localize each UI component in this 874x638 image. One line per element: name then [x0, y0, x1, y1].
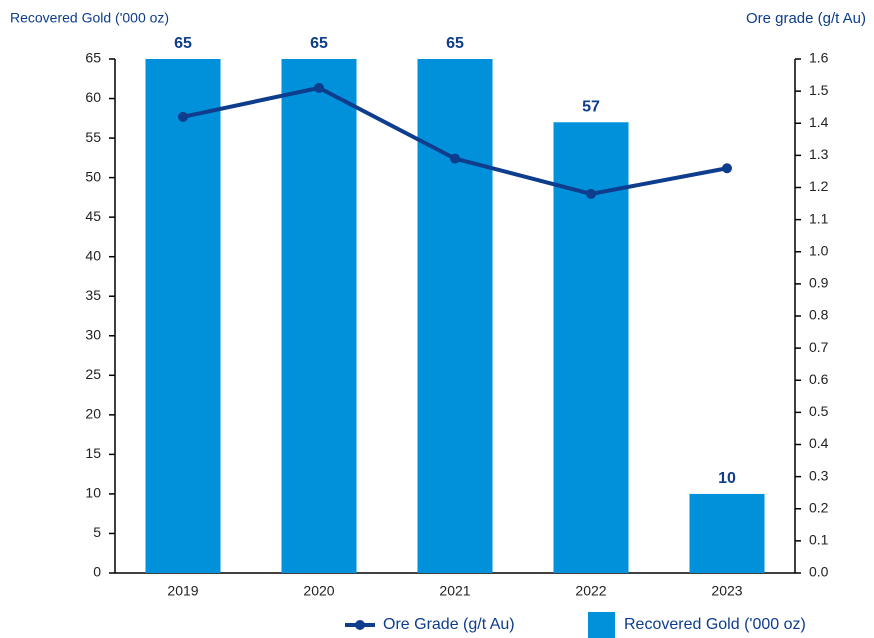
y-tick-label: 5 [93, 524, 101, 540]
legend-marker [355, 620, 365, 630]
x-tick-label: 2020 [303, 583, 334, 599]
line-point [314, 82, 324, 93]
legend-label: Recovered Gold ('000 oz) [624, 616, 806, 633]
y2-tick-label: 1.6 [809, 50, 829, 66]
y2-tick-label: 0.0 [809, 564, 829, 580]
y-tick-label: 40 [85, 247, 101, 263]
y2-tick-label: 0.7 [809, 339, 829, 355]
y2-tick-label: 0.4 [809, 435, 829, 451]
y2-tick-label: 0.8 [809, 307, 829, 323]
y2-tick-label: 0.3 [809, 467, 829, 483]
data-label: 65 [310, 35, 328, 52]
line-point [450, 153, 460, 164]
y-tick-label: 35 [85, 287, 101, 303]
y2-tick-label: 1.1 [809, 210, 829, 226]
x-tick-label: 2021 [439, 583, 470, 599]
bar [145, 59, 221, 573]
x-tick-label: 2019 [167, 583, 198, 599]
y2-axis-label: Ore grade (g/t Au) [746, 10, 866, 27]
bar [417, 59, 493, 573]
y2-tick-label: 1.3 [809, 146, 829, 162]
y2-tick-label: 1.4 [809, 114, 829, 130]
y-tick-label: 65 [85, 50, 101, 66]
legend-label: Ore Grade (g/t Au) [383, 616, 515, 633]
data-label: 65 [446, 35, 464, 52]
y2-tick-label: 0.6 [809, 371, 829, 387]
y2-tick-label: 1.0 [809, 242, 829, 258]
y-tick-label: 10 [85, 485, 101, 501]
y-tick-label: 15 [85, 445, 101, 461]
data-label: 57 [582, 98, 600, 115]
y-tick-label: 60 [85, 89, 101, 105]
line-point [586, 188, 596, 199]
y2-tick-label: 0.2 [809, 499, 829, 515]
y-tick-label: 30 [85, 326, 101, 342]
y2-tick-label: 0.1 [809, 532, 829, 548]
data-label: 10 [718, 470, 736, 487]
data-label: 65 [174, 35, 192, 52]
y-tick-label: 0 [93, 564, 101, 580]
y-tick-label: 55 [85, 129, 101, 145]
y-tick-label: 25 [85, 366, 101, 382]
bar [281, 59, 357, 573]
line-point [722, 163, 732, 174]
y-tick-label: 50 [85, 168, 101, 184]
y2-tick-label: 1.2 [809, 178, 829, 194]
line-point [178, 111, 188, 122]
y-axis-label: Recovered Gold ('000 oz) [10, 10, 169, 26]
y2-tick-label: 1.5 [809, 82, 829, 98]
y2-tick-label: 0.9 [809, 275, 829, 291]
bar [689, 493, 765, 573]
legend-swatch [588, 612, 615, 638]
x-tick-label: 2023 [711, 583, 742, 599]
x-tick-label: 2022 [575, 583, 606, 599]
y-tick-label: 20 [85, 406, 101, 422]
y2-tick-label: 0.5 [809, 403, 829, 419]
y-tick-label: 45 [85, 208, 101, 224]
